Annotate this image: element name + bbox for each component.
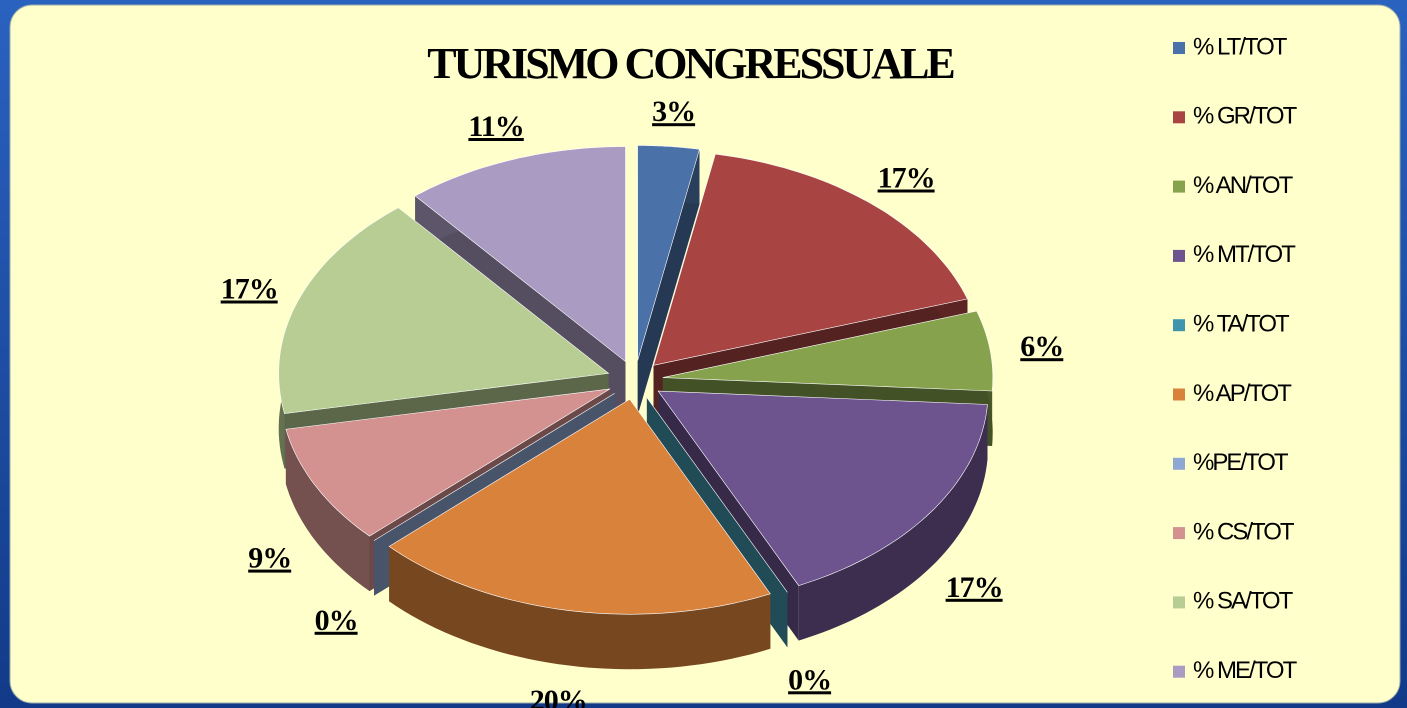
data-label: 0% (315, 604, 358, 637)
chart-title: TURISMO CONGRESSUALE (427, 39, 954, 88)
data-label: 20% (530, 684, 587, 708)
slice (637, 145, 700, 416)
legend-label: % LT/TOT (1193, 33, 1288, 60)
legend-swatch (1173, 111, 1185, 124)
legend-label: % AN/TOT (1193, 172, 1294, 199)
legend-label: % ME/TOT (1193, 657, 1298, 684)
slice-top (285, 388, 611, 537)
legend-swatch (1173, 596, 1185, 609)
legend-swatch (1173, 388, 1185, 401)
slice-top (653, 153, 968, 366)
slice-side (285, 429, 370, 592)
legend-swatch (1173, 249, 1185, 262)
slice-top (637, 145, 700, 361)
slice-side (389, 546, 771, 670)
slice-top (662, 310, 994, 392)
slice-wall (637, 149, 700, 416)
data-label: 0% (788, 663, 831, 696)
legend-label: %PE/TOT (1193, 449, 1289, 476)
slice-top (646, 397, 788, 593)
legend-label: % AP/TOT (1193, 380, 1292, 407)
legend-swatch (1173, 319, 1185, 332)
slice-top (414, 146, 626, 363)
legend-swatch (1173, 527, 1185, 540)
slice (388, 398, 771, 670)
legend-label: % SA/TOT (1193, 588, 1294, 615)
slice-top (278, 207, 610, 414)
slice-top (373, 393, 615, 541)
legend-swatch (1173, 180, 1185, 193)
legend-swatch (1173, 665, 1185, 678)
data-label: 6% (1020, 330, 1063, 363)
data-label: 3% (652, 95, 695, 128)
legend-label: % TA/TOT (1193, 311, 1290, 338)
legend-label: % MT/TOT (1193, 241, 1296, 268)
legend-label: % GR/TOT (1193, 103, 1298, 130)
data-label: 11% (468, 110, 523, 143)
legend-label: % CS/TOT (1193, 518, 1295, 545)
slice-top (388, 398, 771, 615)
data-label: 9% (248, 542, 291, 575)
data-label: 17% (221, 273, 278, 306)
data-label: 17% (878, 162, 935, 195)
slice-top (657, 390, 988, 586)
data-label: 17% (946, 571, 1003, 604)
slice-side (798, 404, 988, 641)
legend-swatch (1173, 42, 1185, 54)
legend-swatch (1173, 457, 1185, 470)
